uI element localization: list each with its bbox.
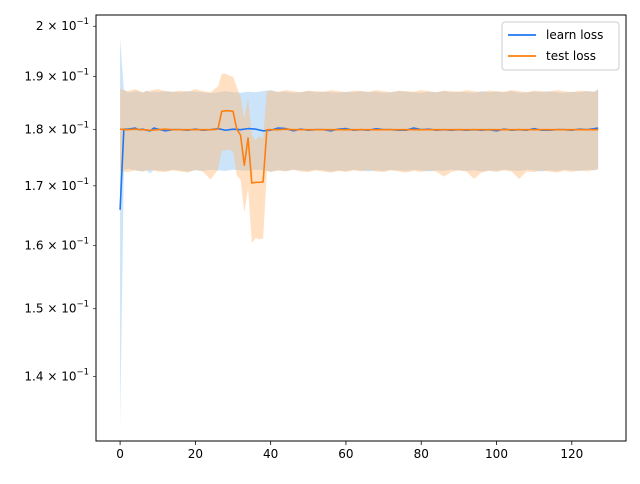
x-tick-label: 20 [188,447,203,461]
x-tick-label: 80 [414,447,429,461]
x-tick-label: 120 [560,447,583,461]
y-tick-label: 1.4 × 10−1 [24,367,89,383]
x-axis: 0 20 40 60 80 100 120 [116,441,583,461]
y-tick-label: 1.7 × 10−1 [24,177,89,193]
legend-label: test loss [546,49,596,63]
band-test-loss [120,73,599,243]
series-lines [119,109,599,210]
y-tick-label: 1.6 × 10−1 [24,236,89,252]
x-tick-label: 100 [485,447,508,461]
legend: learn loss test loss [501,21,620,71]
legend-label: learn loss [546,28,603,42]
confidence-bands [120,38,599,427]
y-tick-label: 1.5 × 10−1 [24,300,89,316]
series-line-test-loss [120,109,599,184]
x-tick-label: 0 [116,447,124,461]
plot-frame [95,14,627,442]
y-tick-label: 1.9 × 10−1 [24,68,89,84]
y-axis: 1.4 × 10−1 1.5 × 10−1 1.6 × 10−1 1.7 × 10−1… [24,17,96,383]
x-tick-label: 40 [263,447,278,461]
band-learn-loss [120,38,599,427]
y-tick-label: 2 × 10−1 [36,17,89,33]
y-tick-label: 1.8 × 10−1 [24,121,89,137]
legend-box [501,21,620,71]
x-tick-label: 60 [338,447,353,461]
